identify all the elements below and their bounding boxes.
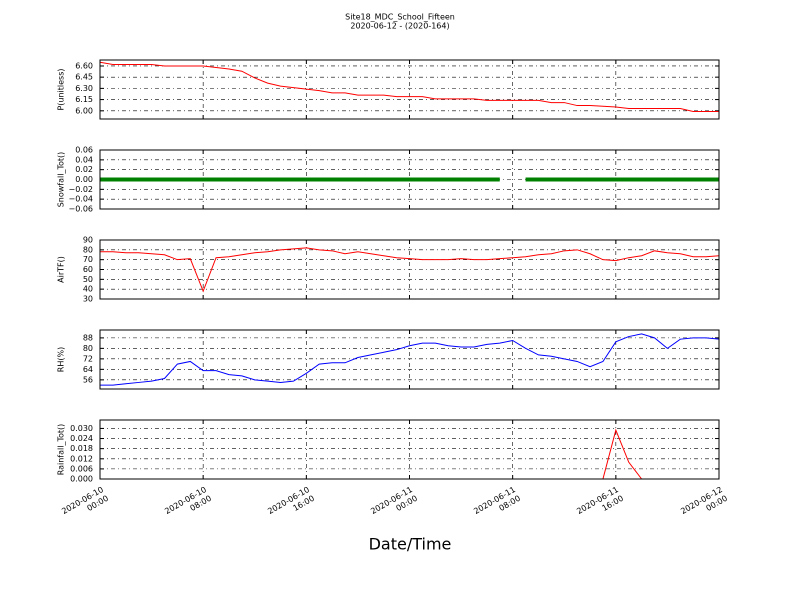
y-axis-label: P(unitless) xyxy=(57,68,66,110)
y-tick-label: 6.60 xyxy=(75,61,93,70)
y-tick-label: 6.30 xyxy=(75,84,93,93)
y-axis-label: Rainfall_Tot() xyxy=(57,424,66,476)
y-tick-label: 50 xyxy=(83,275,93,284)
y-tick-label: 80 xyxy=(83,245,93,254)
y-tick-label: 0.024 xyxy=(70,434,93,443)
y-tick-label: 90 xyxy=(83,236,93,245)
y-tick-label: 0.04 xyxy=(75,155,93,164)
y-tick-label: 80 xyxy=(83,344,93,353)
y-tick-label: 0.02 xyxy=(75,165,93,174)
y-tick-label: 64 xyxy=(83,365,93,374)
chart-subtitle: 2020-06-12 - (2020-164) xyxy=(350,22,449,31)
y-tick-label: 0.012 xyxy=(70,454,93,463)
y-tick-label: 0.018 xyxy=(70,444,93,453)
y-tick-label: −0.04 xyxy=(68,195,93,204)
data-line xyxy=(100,333,720,386)
y-tick-label: 6.45 xyxy=(75,73,93,82)
y-tick-label: 6.00 xyxy=(75,106,93,115)
y-tick-label: 0.00 xyxy=(75,175,93,184)
y-axis-label: RH(%) xyxy=(57,347,66,372)
chart-title: Site18_MDC_School_Fifteen xyxy=(345,13,455,22)
plot-frame xyxy=(99,149,720,210)
y-axis-label: AirTF() xyxy=(57,256,66,283)
plot-frame xyxy=(99,329,720,390)
y-tick-label: −0.06 xyxy=(68,205,93,214)
y-tick-label: −0.02 xyxy=(68,185,93,194)
y-tick-label: 72 xyxy=(83,354,93,363)
plot-frame xyxy=(99,239,720,300)
y-tick-label: 60 xyxy=(83,265,93,274)
y-tick-label: 0.006 xyxy=(70,464,93,473)
y-tick-label: 0.000 xyxy=(70,475,93,484)
x-axis-label: Date/Time xyxy=(369,535,452,554)
data-line xyxy=(99,61,719,113)
y-axis-label: Snowfall_Tot() xyxy=(57,152,66,208)
data-line xyxy=(100,247,720,293)
y-tick-label: 0.06 xyxy=(75,146,93,155)
y-tick-label: 70 xyxy=(83,255,93,264)
y-tick-label: 0.030 xyxy=(70,424,93,433)
y-tick-label: 6.15 xyxy=(75,95,93,104)
y-tick-label: 30 xyxy=(83,295,93,304)
plot-frame xyxy=(99,59,720,120)
y-tick-label: 40 xyxy=(83,285,93,294)
y-tick-label: 88 xyxy=(83,333,93,342)
y-tick-label: 56 xyxy=(83,375,93,384)
plot-frame xyxy=(99,419,720,480)
